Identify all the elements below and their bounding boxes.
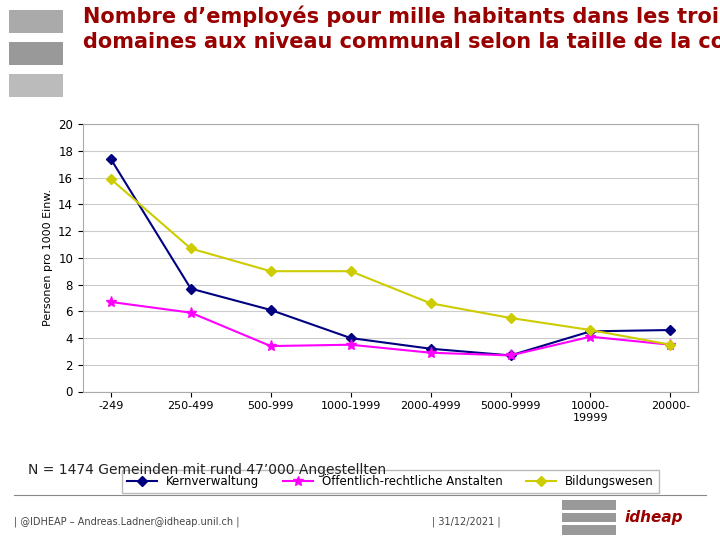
Bar bbox=[9, 10, 63, 33]
Text: idheap: idheap bbox=[625, 510, 683, 524]
Y-axis label: Personen pro 1000 Einw.: Personen pro 1000 Einw. bbox=[42, 190, 53, 326]
Bar bbox=[562, 525, 616, 535]
Text: N = 1474 Gemeinden mit rund 47’000 Angestellten: N = 1474 Gemeinden mit rund 47’000 Anges… bbox=[28, 463, 387, 477]
Text: | 31/12/2021 |: | 31/12/2021 | bbox=[432, 516, 500, 527]
Legend: Kernverwaltung, Öffentlich-rechtliche Anstalten, Bildungswesen: Kernverwaltung, Öffentlich-rechtliche An… bbox=[122, 470, 659, 492]
Text: | @IDHEAP – Andreas.Ladner@idheap.unil.ch |: | @IDHEAP – Andreas.Ladner@idheap.unil.c… bbox=[14, 516, 240, 527]
Text: Nombre d’employés pour mille habitants dans les trois
domaines aux niveau commun: Nombre d’employés pour mille habitants d… bbox=[83, 6, 720, 52]
Bar bbox=[562, 500, 616, 510]
Bar bbox=[9, 73, 63, 97]
Bar bbox=[9, 42, 63, 65]
Bar bbox=[562, 512, 616, 522]
